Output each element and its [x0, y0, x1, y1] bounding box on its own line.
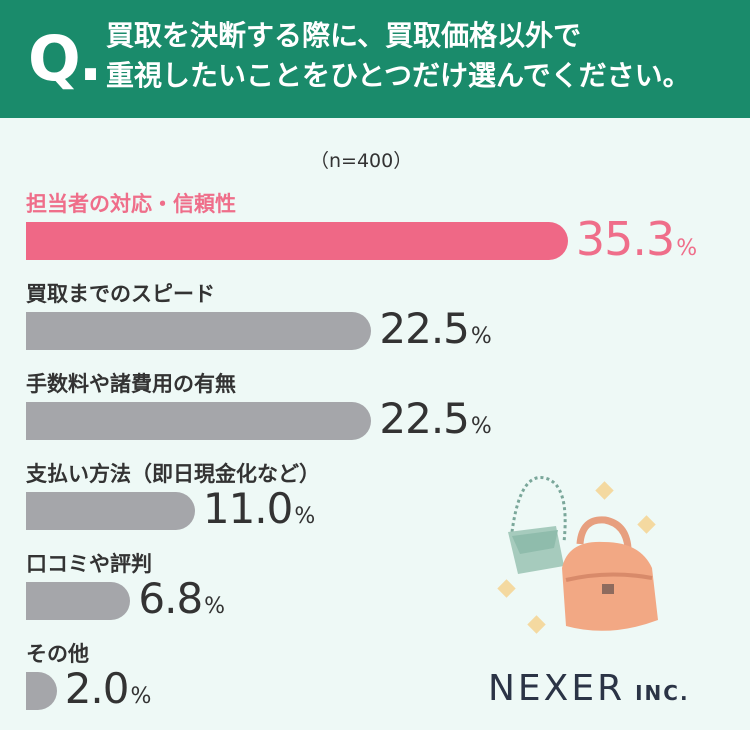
bar — [26, 672, 57, 710]
value-number: 2.0 — [64, 664, 130, 713]
value-number: 6.8 — [138, 574, 203, 623]
handbag-icon — [562, 516, 658, 631]
value-label: 6.8% — [138, 574, 225, 623]
bar — [26, 312, 372, 350]
value-unit: % — [470, 414, 492, 439]
shoulder-bag-icon — [508, 475, 567, 574]
category-label: 買取までのスピード — [26, 282, 215, 306]
question-line-1: 買取を決断する際に、買取価格以外で — [106, 19, 582, 52]
value-number: 22.5 — [379, 304, 470, 353]
category-label: 支払い方法（即日現金化など） — [26, 462, 320, 486]
category-label: その他 — [26, 642, 89, 666]
category-label: 手数料や諸費用の有無 — [26, 372, 236, 396]
value-label: 22.5% — [379, 394, 491, 443]
question-header: Q. 買取を決断する際に、買取価格以外で 重視したいことをひとつだけ選んでくださ… — [0, 0, 750, 118]
value-unit: % — [204, 594, 226, 619]
question-line-2: 重視したいことをひとつだけ選んでください。 — [106, 59, 691, 92]
value-number: 22.5 — [379, 394, 470, 443]
bar — [26, 222, 568, 260]
value-unit: % — [676, 236, 698, 261]
value-label: 2.0% — [65, 664, 152, 713]
value-label: 22.5% — [379, 304, 491, 353]
category-label: 担当者の対応・信頼性 — [26, 192, 236, 216]
value-label: 11.0% — [203, 484, 315, 533]
bags-illustration — [497, 475, 658, 634]
value-unit: % — [294, 504, 316, 529]
value-unit: % — [470, 324, 492, 349]
sparkle-icon — [527, 615, 546, 634]
sparkle-icon — [637, 515, 656, 534]
sparkle-icon — [595, 481, 614, 500]
logo-sub: INC. — [635, 681, 690, 705]
sparkle-icon — [497, 579, 516, 598]
value-number: 11.0 — [202, 484, 294, 533]
bar — [26, 402, 372, 440]
sample-size-note: （n=400） — [310, 150, 413, 172]
question-text: 買取を決断する際に、買取価格以外で 重視したいことをひとつだけ選んでください。 — [106, 16, 736, 96]
q-mark: Q. — [28, 22, 102, 95]
value-unit: % — [130, 684, 152, 709]
bar — [26, 492, 195, 530]
nexer-logo: NEXER INC. — [488, 668, 690, 709]
value-number: 35.3 — [575, 212, 675, 266]
category-label: 口コミや評判 — [26, 552, 152, 576]
logo-main: NEXER — [488, 668, 626, 709]
bar — [26, 582, 131, 620]
value-label: 35.3% — [576, 212, 697, 266]
